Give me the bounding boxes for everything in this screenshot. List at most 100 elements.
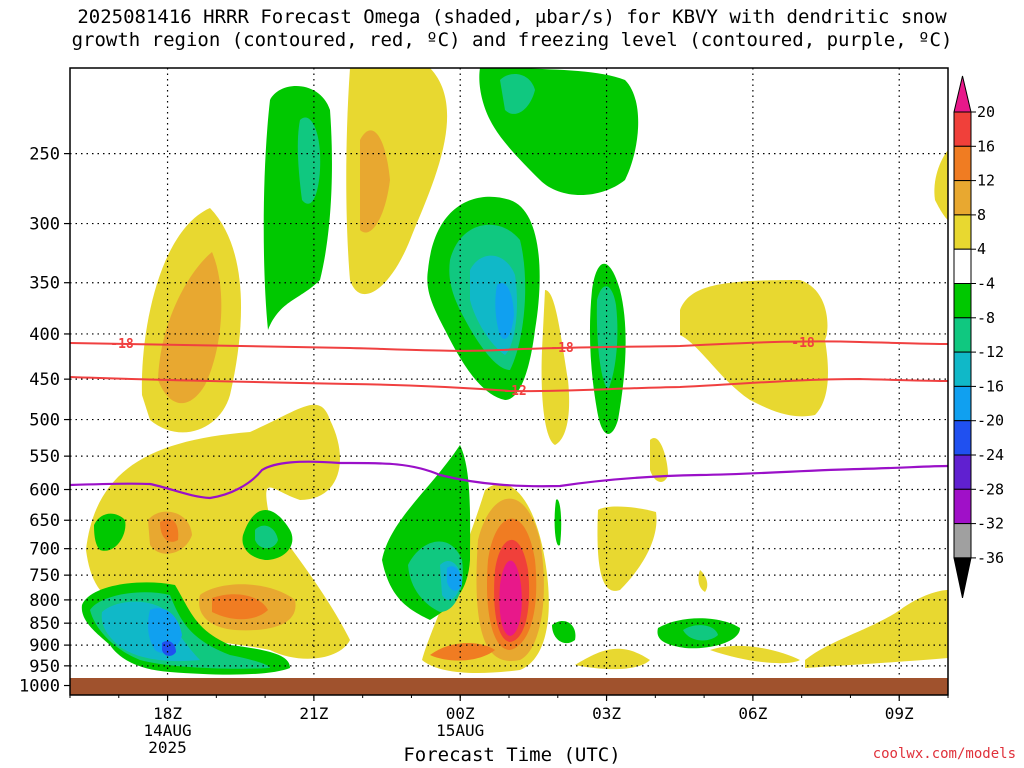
y-tick-label: 400 bbox=[29, 325, 60, 345]
colorbar-segment bbox=[953, 385, 972, 422]
ground-terrain-band bbox=[70, 678, 948, 695]
omega-contour-yellow bbox=[650, 438, 668, 482]
colorbar-label: -4 bbox=[977, 275, 995, 293]
dgz-contour-minus12 bbox=[70, 376, 948, 393]
y-tick-label: 900 bbox=[29, 636, 60, 656]
colorbar: 20 16 12 8 4 -4 -8 -12 -16 -20 -24 -28 -32 -36 bbox=[953, 75, 1004, 599]
colorbar-segment bbox=[953, 523, 972, 559]
colorbar-label: -8 bbox=[977, 309, 995, 327]
x-tick-year: 2025 bbox=[148, 738, 187, 757]
omega-contour-teal bbox=[297, 117, 321, 204]
y-tick-label: 850 bbox=[29, 614, 60, 634]
omega-contour-yellow bbox=[934, 150, 948, 220]
x-tick-date: 15AUG bbox=[436, 721, 484, 740]
dgz-contour-minus18 bbox=[70, 340, 948, 352]
colorbar-segment bbox=[953, 488, 972, 525]
omega-contour-blue bbox=[147, 608, 182, 654]
omega-contour-teal bbox=[683, 625, 718, 641]
dgz-labels: -18 -18 -18 -12 bbox=[110, 336, 815, 399]
omega-contour-yellow bbox=[680, 280, 828, 417]
x-tick-label: 00Z bbox=[446, 704, 475, 723]
y-tick-label: 250 bbox=[29, 145, 60, 165]
colorbar-label: -32 bbox=[977, 515, 1004, 533]
colorbar-segment bbox=[953, 180, 972, 216]
omega-contour-green bbox=[263, 86, 332, 330]
x-tick-date: 14AUG bbox=[143, 721, 191, 740]
colorbar-label: -24 bbox=[977, 446, 1004, 464]
y-tick-label: 300 bbox=[29, 215, 60, 235]
colorbar-label: -36 bbox=[977, 549, 1004, 567]
colorbar-label: -28 bbox=[977, 480, 1004, 498]
omega-contour-orange bbox=[212, 594, 268, 620]
y-tick-label: 950 bbox=[29, 657, 60, 677]
colorbar-segment bbox=[953, 111, 972, 147]
omega-contour-tan bbox=[360, 130, 390, 233]
x-tick-label: 21Z bbox=[299, 704, 328, 723]
plot-area bbox=[81, 68, 948, 675]
colorbar-label: 16 bbox=[977, 137, 995, 155]
omega-contour-yellow bbox=[575, 648, 650, 670]
y-tick-label: 1000 bbox=[19, 677, 60, 697]
chart-title: 2025081416 HRRR Forecast Omega (shaded, … bbox=[0, 6, 1024, 52]
omega-contour-green bbox=[94, 513, 126, 551]
y-tick-label: 350 bbox=[29, 274, 60, 294]
dgz-label: -18 bbox=[791, 336, 815, 351]
x-tick-label: 09Z bbox=[885, 704, 914, 723]
y-tick-label: 700 bbox=[29, 540, 60, 560]
omega-contour-teal bbox=[500, 74, 535, 114]
pressure-gridlines bbox=[70, 68, 948, 695]
omega-contour-blue bbox=[495, 283, 514, 339]
omega-contour-tan bbox=[158, 252, 222, 404]
colorbar-segment bbox=[953, 317, 972, 353]
colorbar-label: 8 bbox=[977, 206, 986, 224]
x-tick-label: 06Z bbox=[738, 704, 767, 723]
colorbar-segment bbox=[953, 351, 972, 387]
colorbar-segment bbox=[953, 420, 972, 456]
colorbar-label: 12 bbox=[977, 172, 995, 190]
omega-contour-yellow bbox=[346, 68, 448, 295]
y-tick-label: 550 bbox=[29, 447, 60, 467]
dgz-label: -12 bbox=[503, 384, 526, 399]
omega-contour-green bbox=[554, 499, 562, 546]
omega-contour-green bbox=[552, 620, 576, 644]
colorbar-cap-top bbox=[953, 75, 972, 113]
omega-contour-orange bbox=[430, 643, 495, 661]
y-tick-label: 650 bbox=[29, 511, 60, 531]
colorbar-label: 20 bbox=[977, 103, 995, 121]
omega-contour-yellow bbox=[541, 290, 570, 445]
omega-contour-orange bbox=[160, 519, 179, 542]
omega-contour-yellow bbox=[698, 570, 708, 592]
omega-contour-darkblue bbox=[162, 641, 176, 656]
colorbar-cap-bottom bbox=[953, 557, 972, 599]
colorbar-label: 4 bbox=[977, 240, 986, 258]
title-line-1: 2025081416 HRRR Forecast Omega (shaded, … bbox=[77, 6, 947, 28]
dendritic-growth-contours bbox=[70, 340, 948, 393]
freezing-level-contour bbox=[69, 460, 949, 500]
omega-contour-yellow bbox=[805, 590, 948, 668]
y-tick-label: 600 bbox=[29, 481, 60, 501]
omega-contour-teal bbox=[255, 525, 278, 549]
omega-contour-magenta bbox=[499, 560, 522, 636]
dgz-label: -18 bbox=[550, 341, 574, 356]
y-tick-label: 800 bbox=[29, 591, 60, 611]
y-tick-label: 450 bbox=[29, 370, 60, 390]
colorbar-segment bbox=[953, 214, 972, 250]
x-tick-label: 03Z bbox=[592, 704, 621, 723]
y-tick-label: 500 bbox=[29, 411, 60, 431]
x-tick-label: 18Z bbox=[153, 704, 182, 723]
colorbar-segment bbox=[953, 145, 972, 182]
footer-credit: coolwx.com/models bbox=[872, 746, 1016, 762]
colorbar-label: -12 bbox=[977, 343, 1004, 361]
colorbar-label: -20 bbox=[977, 412, 1004, 430]
y-axis: 2503003504004505005506006507007508008509… bbox=[19, 145, 70, 697]
x-axis-title: Forecast Time (UTC) bbox=[403, 744, 621, 766]
y-tick-label: 750 bbox=[29, 566, 60, 586]
omega-contour-yellow bbox=[710, 645, 800, 664]
omega-contour-blue bbox=[447, 566, 462, 591]
colorbar-label: -16 bbox=[977, 377, 1004, 395]
colorbar-segment bbox=[953, 248, 972, 284]
dgz-label: -18 bbox=[110, 337, 134, 352]
colorbar-segment bbox=[953, 454, 972, 490]
